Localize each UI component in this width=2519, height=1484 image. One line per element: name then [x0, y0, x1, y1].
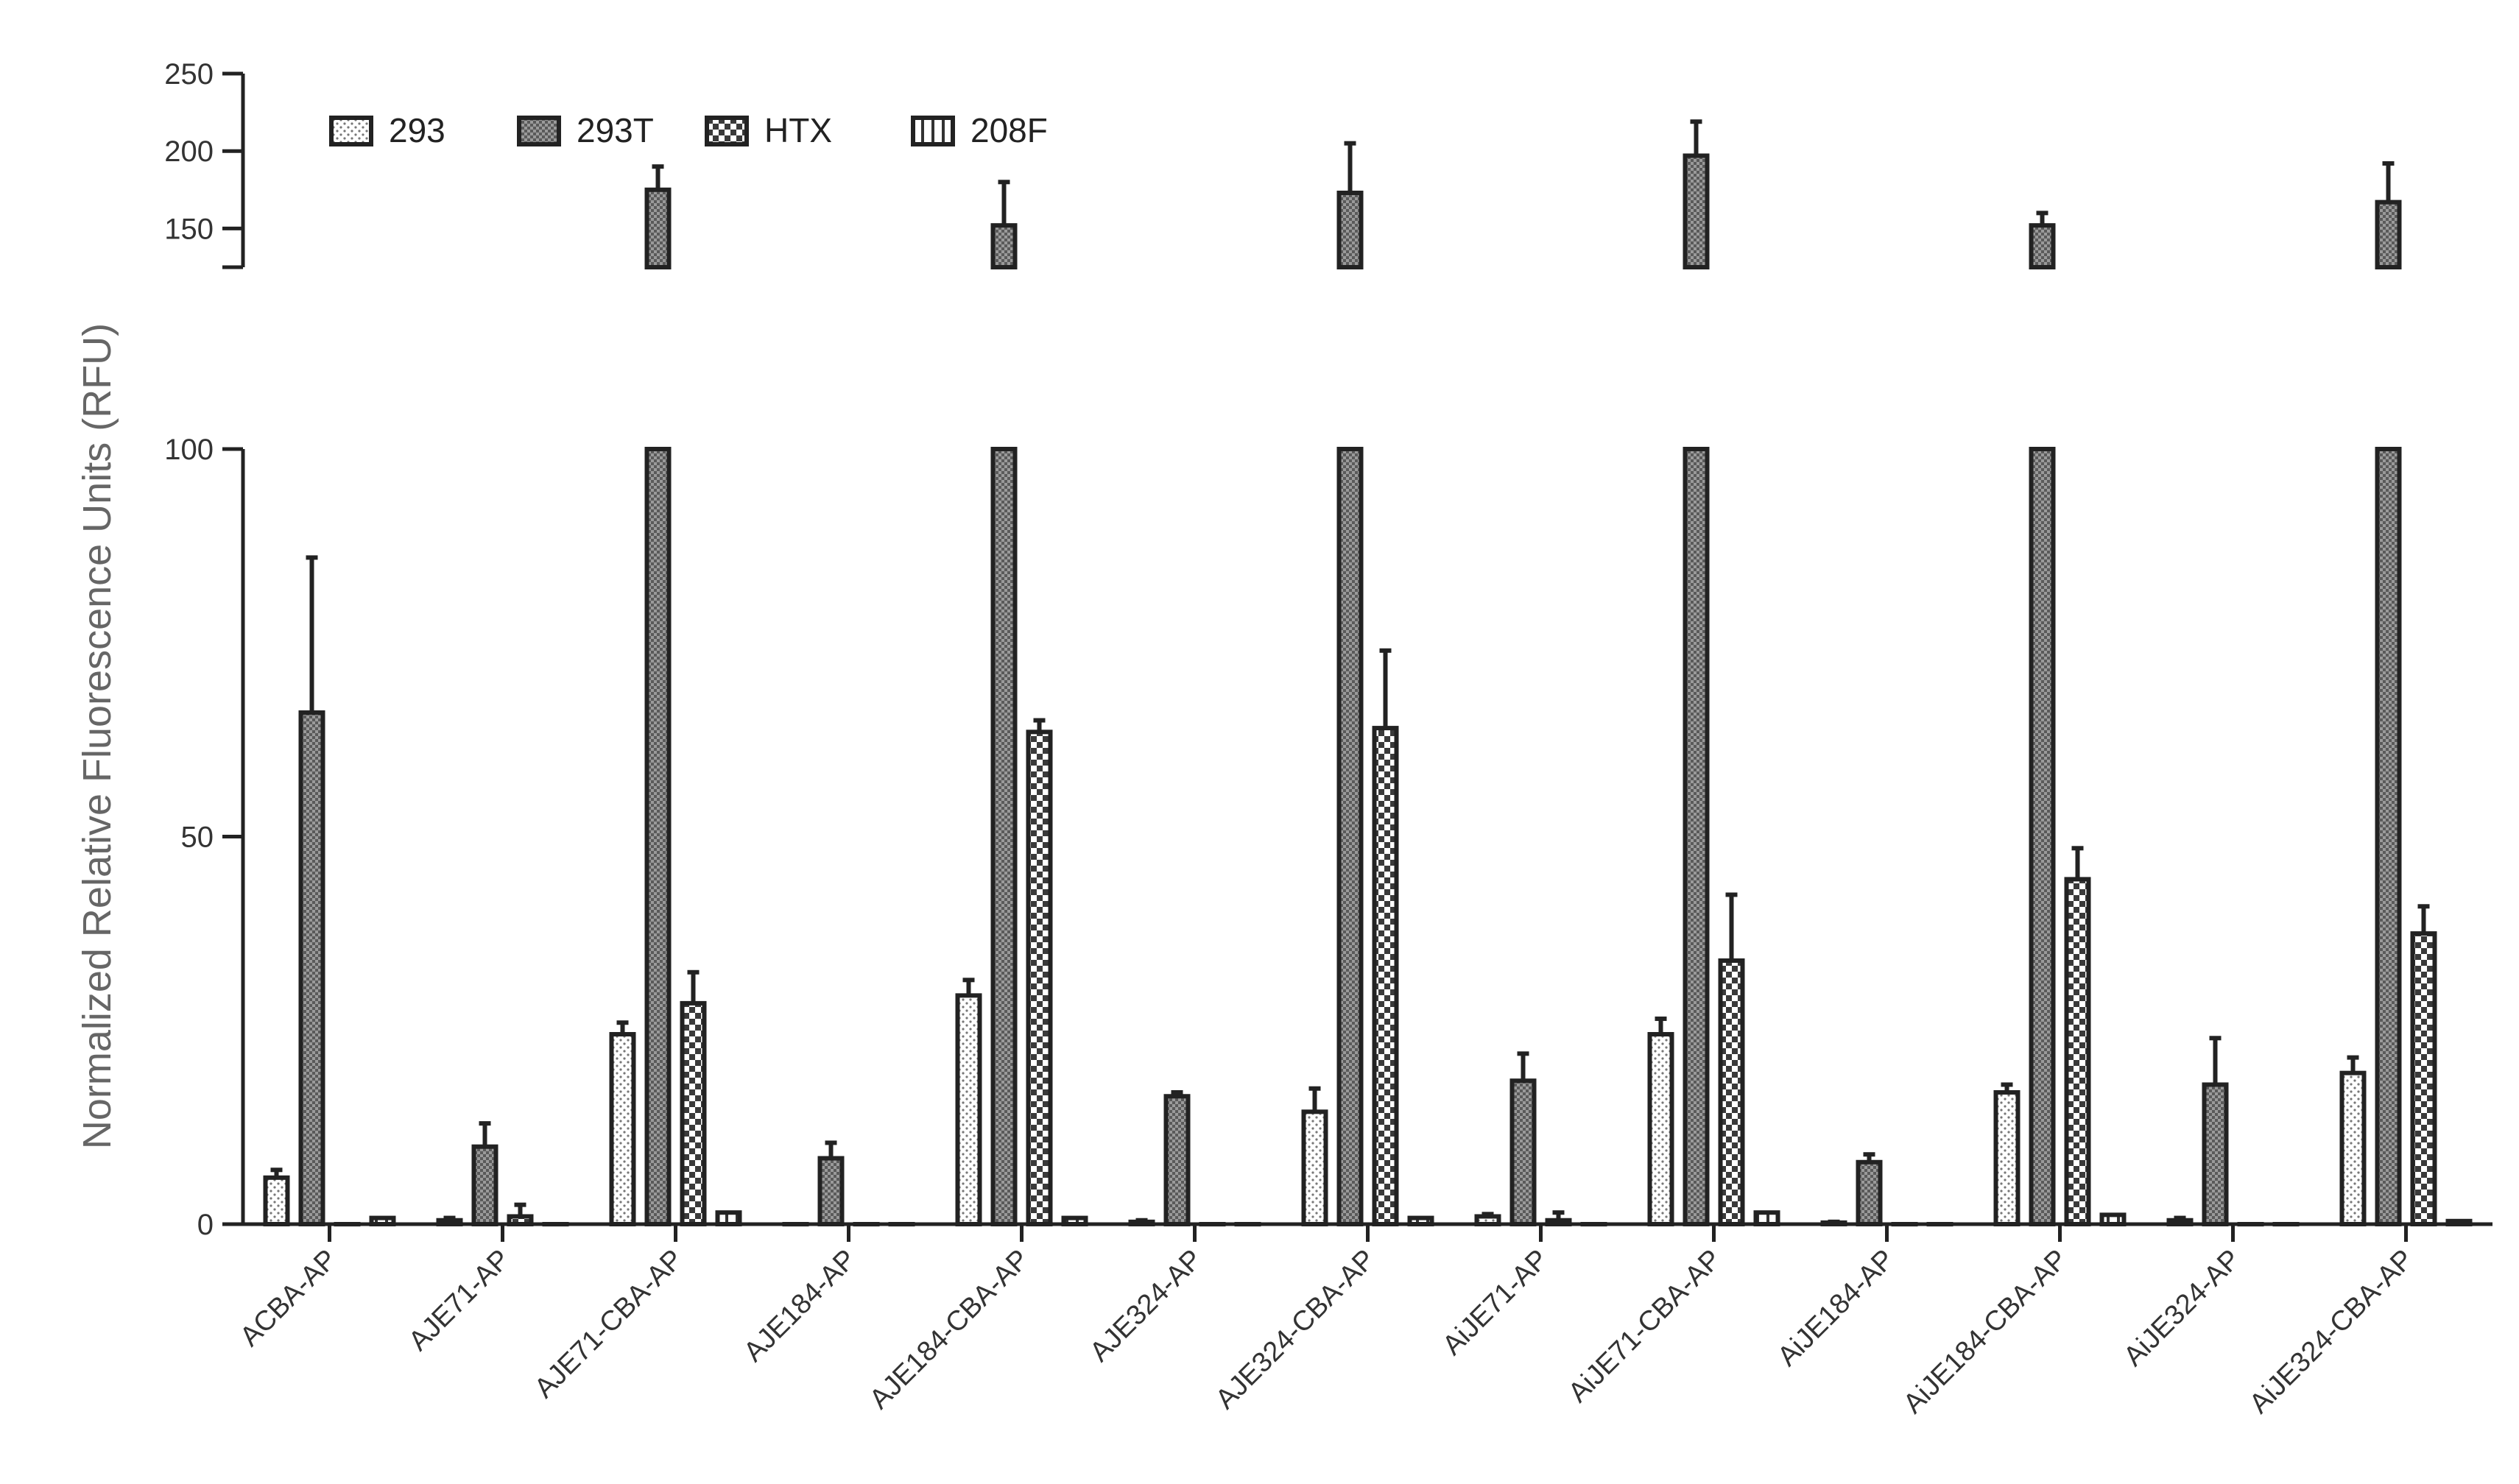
- legend-label-HTX: HTX: [764, 111, 832, 149]
- bar-293-AJE324-CBA-AP: [1301, 1109, 1328, 1226]
- bar-293T-AJE71-CBA-AP-upper: [644, 187, 672, 269]
- legend: 293 293T HTX 208F: [329, 111, 1048, 149]
- legend-swatch-293T: [517, 116, 561, 146]
- bar-293T-AiJE184-CBA-AP-lower: [2029, 447, 2056, 1226]
- y-tick-150-label: 150: [164, 213, 214, 245]
- y-tick-0-label: 0: [197, 1209, 214, 1241]
- bar-293T-AJE184-AP: [817, 1156, 845, 1226]
- bar-208F-AiJE324-CBA-AP: [2445, 1218, 2473, 1226]
- bar-293T-ACBA-AP: [298, 710, 325, 1226]
- bar-293T-AJE71-AP: [471, 1144, 498, 1226]
- bar-293T-AiJE324-CBA-AP-lower: [2375, 447, 2402, 1226]
- bar-208F-AJE71-CBA-AP: [715, 1210, 742, 1226]
- bar-293-ACBA-AP: [263, 1175, 290, 1226]
- y-tick-50-label: 50: [181, 822, 214, 854]
- bar-293-AiJE324-AP: [2166, 1218, 2194, 1226]
- x-tick-label-AiJE184-CBA-AP: AiJE184-CBA-AP: [1898, 1244, 2074, 1420]
- legend-swatch-208F: [911, 116, 955, 146]
- x-tick-label-AJE184-AP: AJE184-AP: [738, 1244, 862, 1368]
- x-tick-label-AiJE324-AP: AiJE324-AP: [2118, 1244, 2247, 1373]
- x-tick-label-ACBA-AP: ACBA-AP: [234, 1244, 343, 1353]
- x-tick-label-AJE324-AP: AJE324-AP: [1084, 1244, 1208, 1368]
- bar-293T-AiJE184-AP: [1856, 1159, 1883, 1227]
- bar-293T-AJE71-CBA-AP-lower: [644, 447, 672, 1226]
- bar-293T-AiJE71-CBA-AP-lower: [1683, 447, 1710, 1226]
- bar-HTX-AiJE324-CBA-AP: [2410, 931, 2437, 1226]
- y-tick-100-label: 100: [164, 434, 214, 466]
- legend-label-293: 293: [389, 111, 445, 149]
- bar-208F-ACBA-AP: [369, 1215, 396, 1227]
- bar-293-AiJE184-CBA-AP: [1993, 1089, 2021, 1226]
- x-tick-label-AJE71-AP: AJE71-AP: [403, 1244, 516, 1357]
- y-tick-200-label: 200: [164, 135, 214, 168]
- x-tick-label-AiJE71-CBA-AP: AiJE71-CBA-AP: [1563, 1244, 1727, 1409]
- x-tick-label-AiJE184-AP: AiJE184-AP: [1772, 1244, 1900, 1373]
- bar-293T-AJE184-CBA-AP-lower: [990, 447, 1018, 1226]
- bar-208F-AJE324-CBA-AP: [1407, 1215, 1434, 1227]
- bar-293T-AiJE324-AP: [2202, 1082, 2229, 1226]
- bar-HTX-AJE71-CBA-AP: [680, 1000, 707, 1227]
- bar-HTX-AJE71-AP: [507, 1214, 534, 1226]
- x-tick-label-AiJE71-AP: AiJE71-AP: [1437, 1244, 1554, 1362]
- y-tick-250-label: 250: [164, 58, 214, 91]
- bar-HTX-AJE324-CBA-AP: [1372, 726, 1399, 1226]
- bar-293T-AJE324-CBA-AP-upper: [1336, 191, 1364, 269]
- x-tick-labels: ACBA-AP AJE71-AP AJE71-CBA-AP AJE184-AP AJE1…: [234, 1224, 2420, 1419]
- legend-label-293T: 293T: [577, 111, 654, 149]
- legend-swatch-293: [329, 116, 373, 146]
- x-tick-label-AiJE324-CBA-AP: AiJE324-CBA-AP: [2244, 1244, 2420, 1420]
- bar-208F-AJE184-CBA-AP: [1061, 1215, 1088, 1227]
- bar-208F-AiJE184-CBA-AP: [2099, 1212, 2127, 1227]
- bar-293-AiJE324-CBA-AP: [2339, 1070, 2367, 1227]
- bar-293T-AJE184-CBA-AP-upper: [990, 223, 1018, 269]
- bar-293T-AiJE71-AP: [1509, 1078, 1537, 1226]
- bar-HTX-AiJE71-AP: [1545, 1218, 1572, 1226]
- axes: [241, 74, 2492, 1226]
- bar-293-AiJE71-CBA-AP: [1647, 1032, 1674, 1226]
- bar-293T-AiJE184-CBA-AP-upper: [2029, 223, 2056, 269]
- bars: [263, 119, 2473, 1227]
- bar-293T-AJE324-CBA-AP-lower: [1336, 447, 1364, 1226]
- y-axis-label: Normalized Relative Fluorescence Units (…: [75, 323, 119, 1149]
- bar-HTX-AiJE184-CBA-AP: [2064, 877, 2091, 1227]
- bar-293-AiJE71-AP: [1474, 1214, 1501, 1226]
- bar-HTX-AJE184-CBA-AP: [1026, 729, 1053, 1226]
- bar-293-AJE71-AP: [436, 1218, 463, 1226]
- bar-293-AJE71-CBA-AP: [609, 1032, 636, 1226]
- legend-swatch-HTX: [705, 116, 749, 146]
- bar-293T-AiJE324-CBA-AP-upper: [2375, 199, 2402, 269]
- x-tick-label-AJE184-CBA-AP: AJE184-CBA-AP: [864, 1244, 1035, 1416]
- x-tick-label-AJE71-CBA-AP: AJE71-CBA-AP: [529, 1244, 689, 1404]
- bar-293T-AJE324-AP: [1163, 1094, 1191, 1226]
- bar-293T-AiJE71-CBA-AP-upper: [1683, 153, 1710, 269]
- bar-293-AJE184-CBA-AP: [955, 993, 982, 1226]
- y-ticks: 0 50 100 150 200 250: [164, 58, 243, 1241]
- x-tick-label-AJE324-CBA-AP: AJE324-CBA-AP: [1210, 1244, 1381, 1416]
- legend-label-208F: 208F: [970, 111, 1048, 149]
- bar-HTX-AiJE71-CBA-AP: [1718, 958, 1745, 1226]
- bar-208F-AiJE71-CBA-AP: [1753, 1210, 1780, 1226]
